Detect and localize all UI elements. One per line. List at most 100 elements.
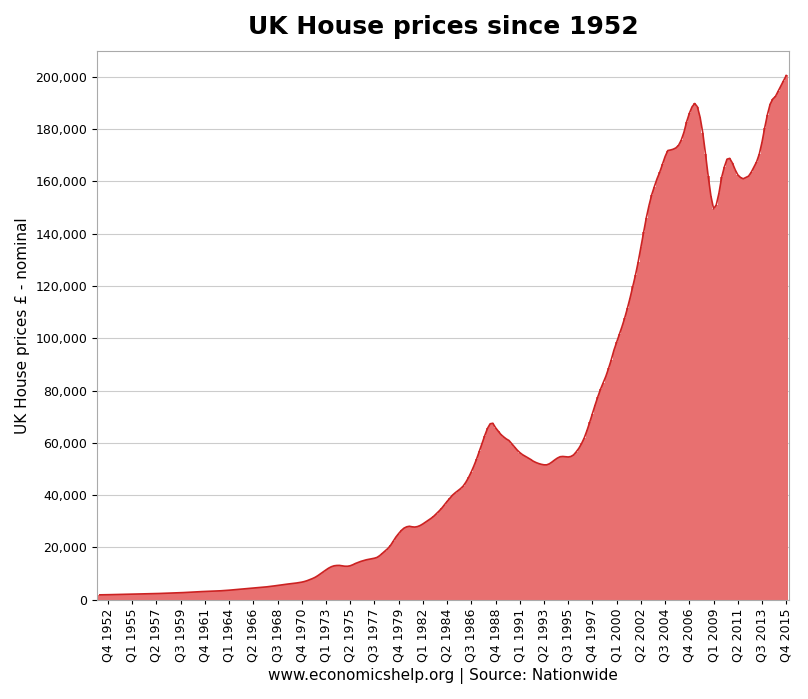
Bar [467,477,470,600]
Bar [564,456,567,600]
Bar [683,132,685,600]
Bar [131,594,133,600]
Bar [726,159,728,600]
Bar [381,553,384,600]
Bar [236,589,238,600]
Bar [602,383,604,600]
Bar [499,435,503,600]
Bar [155,593,158,600]
Bar [343,566,346,600]
Bar [179,593,182,600]
Bar [516,450,519,600]
Bar [744,178,747,600]
Bar [632,287,634,600]
Bar [693,103,696,600]
Bar [543,465,545,600]
Bar [301,582,303,600]
Bar [177,593,179,600]
Bar [384,551,386,600]
Bar [107,595,109,600]
Bar [645,218,648,600]
Bar [158,593,161,600]
Bar [475,459,478,600]
Bar [99,595,101,600]
Bar [230,590,233,600]
Bar [634,275,637,600]
Bar [368,559,370,600]
Y-axis label: UK House prices £ - nominal: UK House prices £ - nominal [15,217,30,433]
Bar [112,595,115,600]
Bar [529,459,532,600]
Bar [537,463,540,600]
Bar [707,176,709,600]
Bar [578,448,580,600]
Bar [588,422,591,600]
Bar [626,308,629,600]
Bar [193,592,196,600]
Bar [161,593,163,600]
Bar [338,565,341,600]
Bar [115,595,117,600]
Bar [419,526,422,600]
Bar [446,501,448,600]
Bar [200,591,204,600]
Bar [712,209,715,600]
Bar [551,462,553,600]
Bar [540,464,543,600]
Bar [718,193,720,600]
Bar [163,593,166,600]
Bar [462,486,465,600]
Bar [527,458,529,600]
Bar [125,594,128,600]
Bar [575,452,578,600]
Bar [604,376,608,600]
Bar [491,424,494,600]
Bar [284,584,287,600]
Bar [394,537,398,600]
Bar [511,444,513,600]
Bar [521,454,524,600]
Bar [760,142,764,600]
Bar [279,585,281,600]
Bar [621,326,624,600]
Bar [220,591,222,600]
Bar [699,117,701,600]
Bar [497,431,499,600]
Bar [701,133,704,600]
Bar [731,163,734,600]
Bar [696,107,699,600]
Bar [128,594,131,600]
Bar [182,593,185,600]
Bar [728,159,731,600]
Bar [618,334,621,600]
Bar [295,583,297,600]
Bar [669,150,671,600]
Bar [292,584,295,600]
Bar [451,495,454,600]
Bar [653,187,656,600]
Bar [252,588,255,600]
Bar [354,563,357,600]
Bar [265,587,268,600]
Bar [362,561,365,600]
Bar [249,589,252,600]
Bar [553,460,556,600]
Bar [772,99,774,600]
Bar [583,438,586,600]
Bar [519,452,521,600]
Bar [736,175,739,600]
Bar [507,440,511,600]
Bar [432,517,435,600]
Bar [305,581,309,600]
Bar [483,435,486,600]
Bar [494,428,497,600]
Bar [637,262,640,600]
Bar [185,593,187,600]
Bar [281,584,284,600]
Bar [758,154,760,600]
Bar [750,172,752,600]
Bar [424,522,427,600]
Bar [688,113,691,600]
Bar [596,397,600,600]
Bar [691,107,693,600]
